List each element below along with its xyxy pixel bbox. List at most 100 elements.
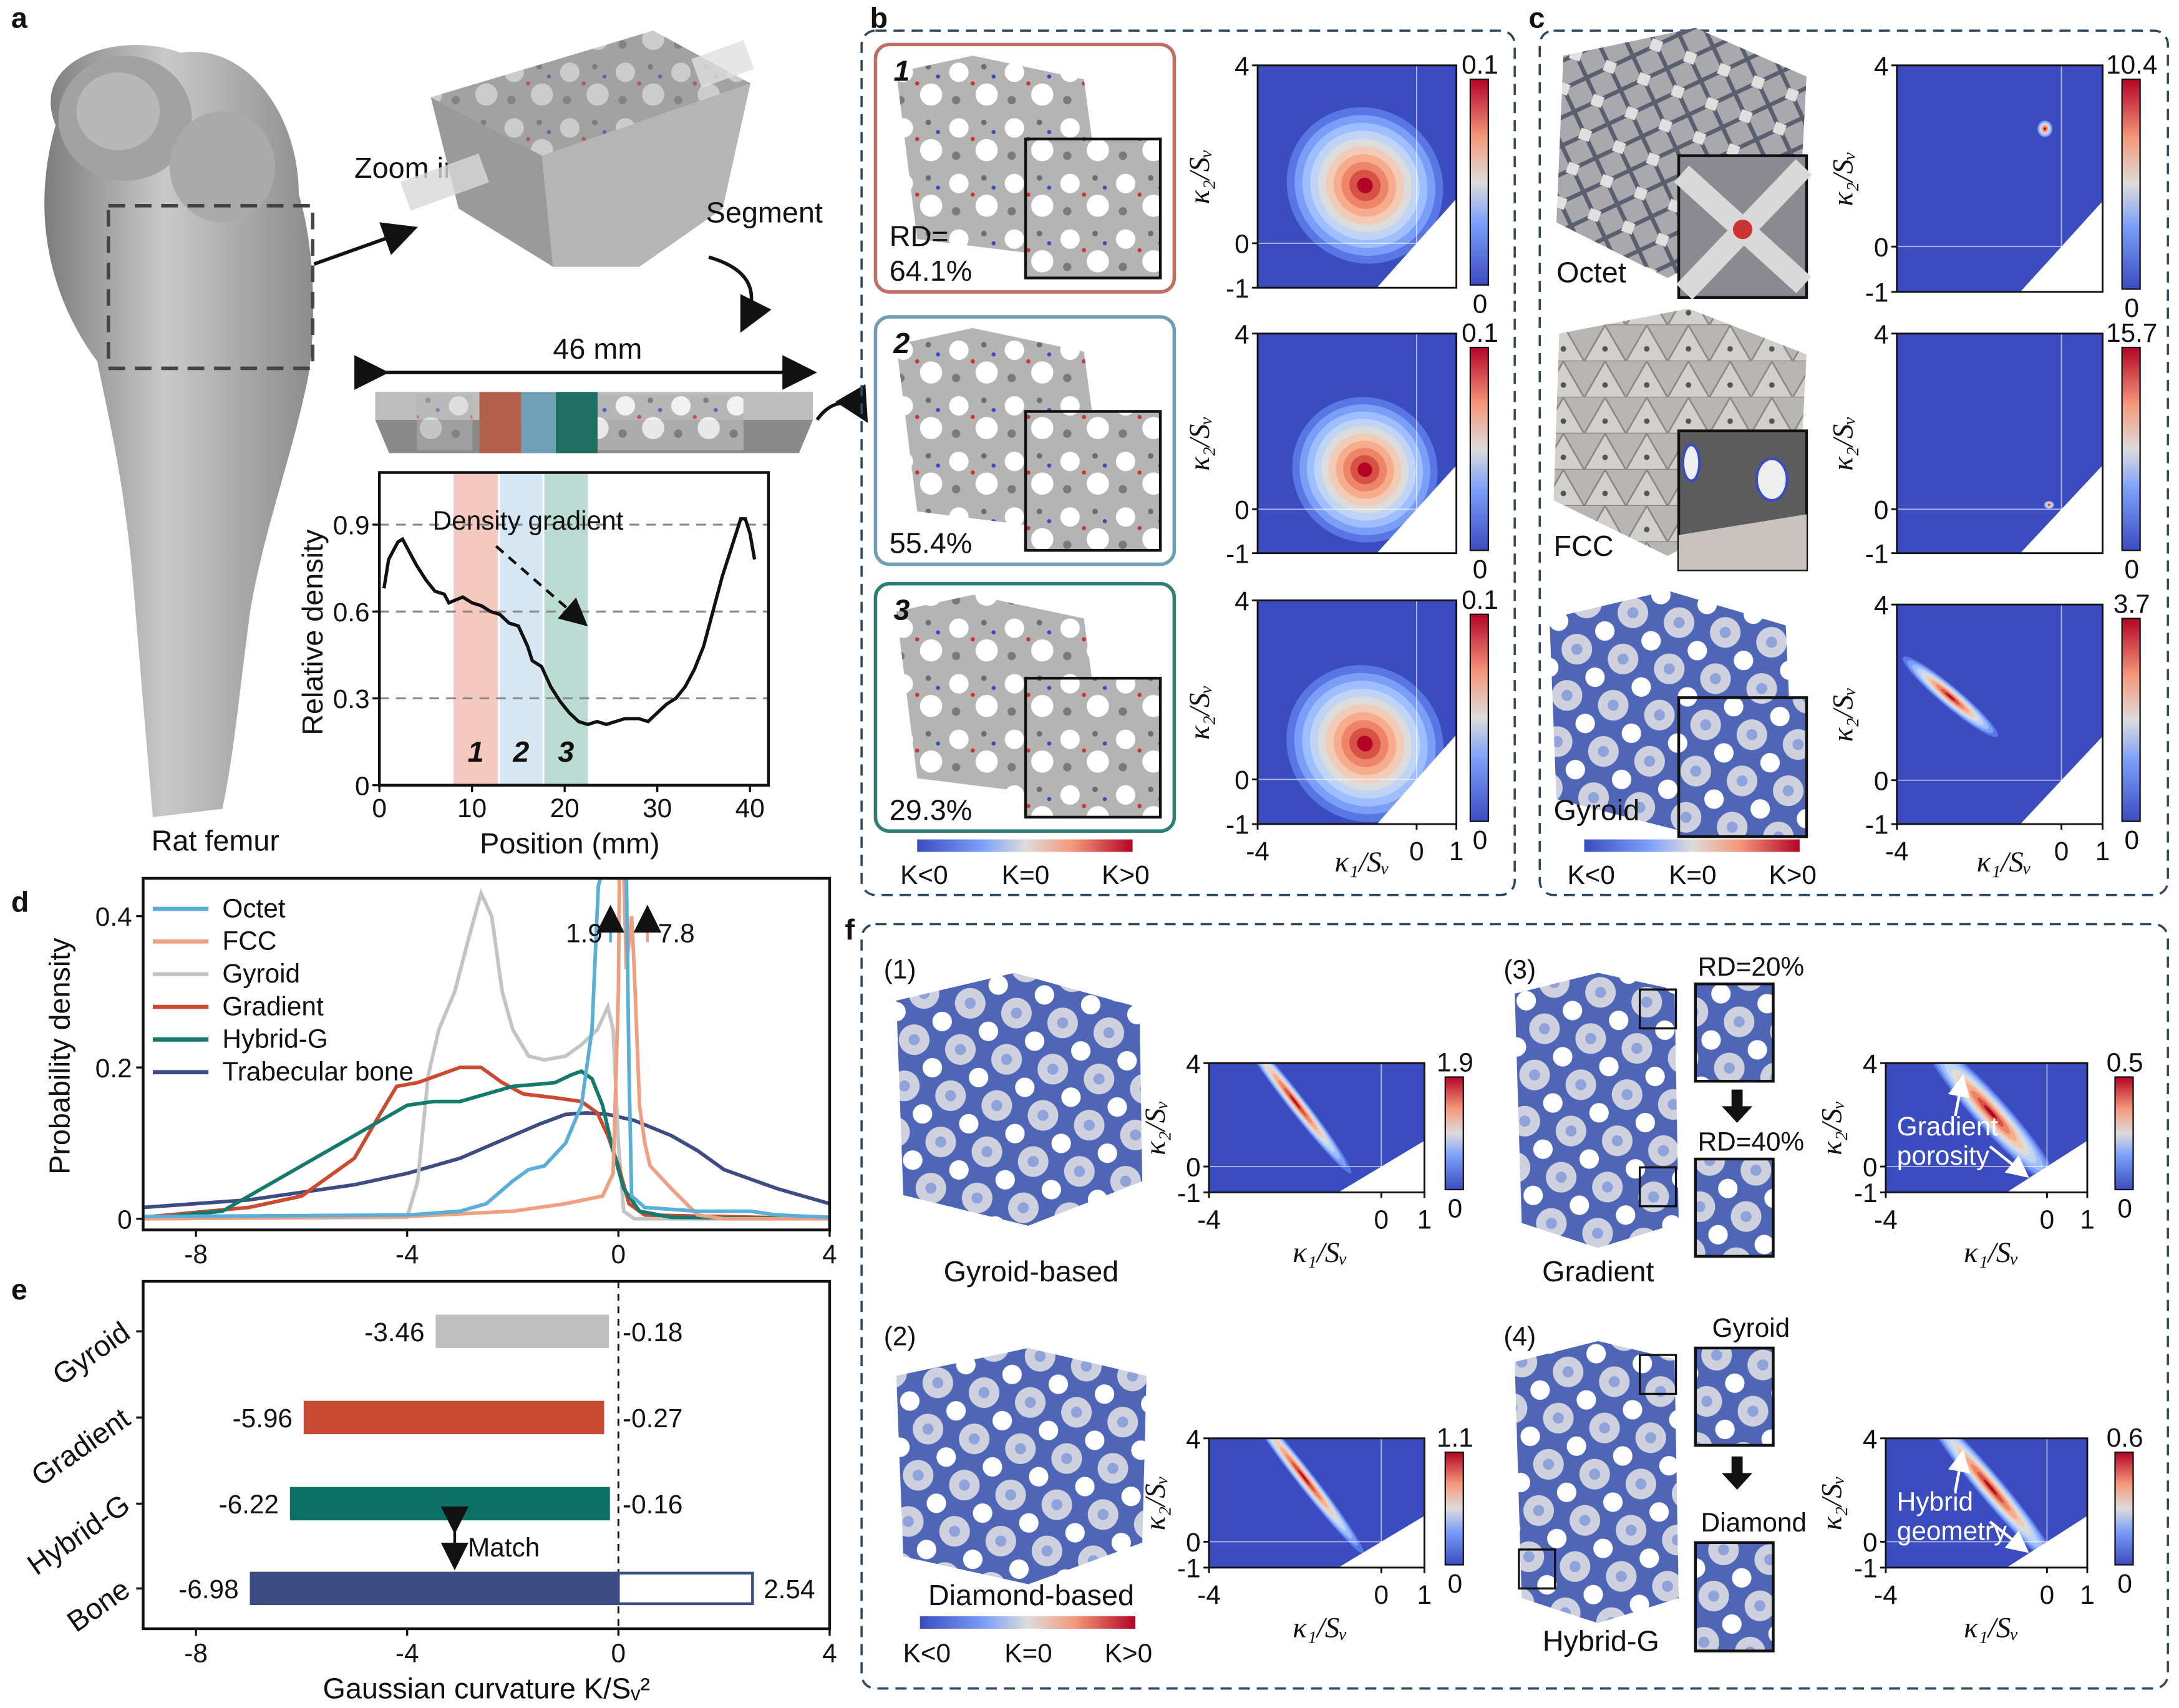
series-line-trabecular-bone: [143, 1111, 830, 1210]
colorbar-label-neg: K<0: [903, 1638, 951, 1667]
up-arrow-icon: [1948, 1074, 1970, 1117]
plot-frame: [1208, 1437, 1425, 1569]
heatmap-field: [1209, 1063, 1425, 1193]
curvature-range-chart: -0.18 -3.46 Gyroid -0.27 -5.96 Gradient -0.16 -…: [21, 1279, 837, 1704]
x-tick-label: 0: [1374, 1205, 1389, 1234]
sample-number: 1: [893, 54, 910, 87]
y-axis-label: κ₂/Sᵥ: [1139, 1475, 1172, 1530]
octet-peak-label: 1.9: [566, 918, 603, 948]
x-tick-label: 1: [2080, 1205, 2095, 1234]
y-tick-label: 4: [1874, 591, 1889, 620]
plot-frame: [1896, 332, 2104, 555]
y-tick-label: -1: [1865, 278, 1889, 307]
sample-3: 3 29.3%: [873, 581, 1177, 833]
density-contour: [2044, 127, 2047, 130]
y-axis-label: κ₂/Sᵥ: [1816, 1475, 1848, 1530]
colorbar-label-neg: K<0: [900, 860, 948, 890]
subpanel-name-4: Hybrid-G: [1543, 1625, 1659, 1657]
y-tick-label: -1: [1854, 1554, 1878, 1583]
heatmap-field: [1258, 333, 1457, 553]
colorbar-label-zero: K=0: [1669, 860, 1716, 890]
inset-rd40: [1694, 1157, 1775, 1258]
zoom-marker: [1638, 1354, 1677, 1395]
bar-hybrid-g: [289, 1487, 610, 1521]
colorbar: [2114, 1076, 2134, 1191]
octet-render: [1556, 27, 1812, 300]
inset-label-top-4: Gyroid: [1712, 1313, 1790, 1342]
plot-frame: [1885, 1437, 2089, 1569]
y-tick-label: 0: [1235, 765, 1250, 795]
excluded-region: [1377, 198, 1457, 288]
heatmap-b1: 4 0 -1 κ₂/Sᵥ 0.1 0: [1183, 50, 1498, 318]
plot-frame: [142, 1279, 832, 1631]
heatmap-c3: 40-1κ₂/Sᵥ-4 0 1κ₁/Sᵥ3.70: [1827, 589, 2150, 878]
y-tick-label: 0: [1874, 766, 1889, 795]
gyroid-based-render: [896, 973, 1143, 1226]
density-contour: [1984, 1479, 1997, 1496]
colorbar-max-label: 1.1: [1437, 1423, 1473, 1452]
relative-density-value: 55.4%: [890, 527, 973, 560]
x-tick-label: 1: [1417, 1205, 1432, 1234]
colorbar-min-label: 0: [1473, 825, 1488, 855]
diamond-based-render: [896, 1347, 1147, 1584]
panel-label-c: c: [1528, 2, 1545, 34]
x-axis-label: Position (mm): [480, 827, 659, 860]
legend-label: Gyroid: [222, 959, 300, 988]
plot-frame: [377, 471, 770, 787]
excluded-region: [2020, 201, 2103, 292]
category-label: Bone: [61, 1573, 135, 1638]
density-contour: [1289, 1094, 1301, 1109]
gradient-arrow: [495, 545, 588, 626]
colorbar-max-label: 0.1: [1462, 318, 1498, 347]
x-tick-label: -8: [184, 1240, 208, 1269]
bar-gradient: [303, 1400, 604, 1435]
inset-label-bottom-3: RD=40%: [1698, 1127, 1805, 1157]
segmented-bone-strip: [375, 392, 813, 454]
category-label: Gradient: [26, 1402, 136, 1492]
curvature-distribution-chart: -8 -4 0 4 0 0.2 0.4 Probability density OctetFCC…: [43, 876, 837, 1269]
sample-1: 1 RD=64.1%: [873, 42, 1177, 294]
panel-a: a Zoom in Segment 46 mm: [11, 2, 868, 860]
colorbar: [1469, 78, 1489, 286]
series-line-octet: [143, 878, 830, 1220]
panel-c-frame: [1538, 29, 2169, 896]
density-contour: [2048, 504, 2050, 506]
colorbar-min-label: 0: [2117, 1569, 2132, 1598]
y-axis-label: Relative density: [296, 529, 329, 735]
structure-label-fcc: FCC: [1554, 530, 1614, 562]
colorbar-max-label: 3.7: [2113, 589, 2150, 618]
curvature-colorbar: [920, 1616, 1136, 1629]
y-tick-label: -1: [1177, 1178, 1201, 1208]
annotation-line-2: porosity: [1897, 1141, 1990, 1170]
plot-frame: [1208, 1062, 1425, 1193]
inset-label-top-3: RD=20%: [1698, 952, 1805, 981]
plot-frame: [1256, 599, 1458, 825]
colorbar-max-label: 0.5: [2107, 1048, 2143, 1077]
x-axis-label: κ₁/Sᵥ: [1964, 1611, 2019, 1644]
bar-positive-bone: [617, 1571, 754, 1606]
heatmap-b3: 40-1κ₂/Sᵥ-4 0 1κ₁/Sᵥ0.10: [1183, 585, 1498, 878]
curvature-colorbar: [1584, 839, 1800, 852]
panel-label-d: d: [11, 885, 29, 918]
heatmap-field: [1885, 1438, 2087, 1568]
category-label: Gyroid: [47, 1316, 136, 1392]
bar-max-label: -0.27: [623, 1404, 682, 1433]
bar-max-label: 2.54: [764, 1575, 815, 1604]
to-panel-b-arrow: [815, 384, 868, 424]
x-axis-label: κ₁/Sᵥ: [1964, 1236, 2019, 1269]
y-tick-label: 0.3: [333, 684, 370, 714]
sample-number: 3: [893, 594, 910, 626]
plot-frame: [1256, 64, 1458, 289]
region-label: 2: [512, 735, 529, 768]
region-band-1: [453, 472, 498, 785]
x-tick-label: 30: [643, 793, 672, 823]
panel-d: d -8 -4 0 4 0 0.2 0.4 Probability density OctetF…: [11, 876, 837, 1269]
legend-item: Octet: [153, 893, 286, 923]
y-tick-label: 4: [1235, 586, 1250, 616]
x-axis-label: κ₁/Sᵥ: [1334, 846, 1389, 878]
fcc-render: [1553, 308, 1808, 571]
density-contour: [1945, 692, 1956, 701]
curvature-colorbar-b: K<0 K=0 K>0: [900, 839, 1150, 890]
